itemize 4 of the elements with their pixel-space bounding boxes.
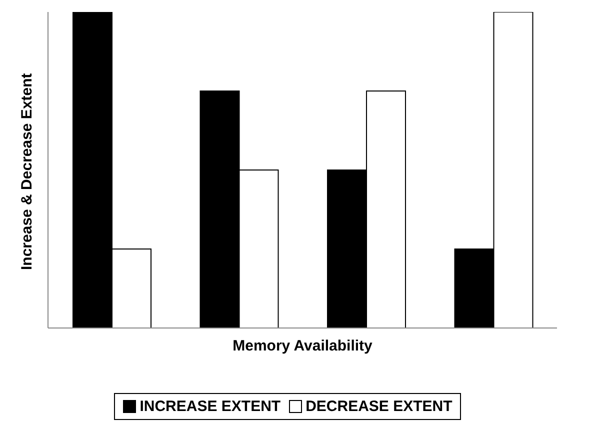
legend-label: DECREASE EXTENT [304,398,452,415]
y-axis-title: Increase & Decrease Extent [18,73,36,270]
x-axis-title: Memory Availability [232,338,374,355]
legend-label: INCREASE EXTENT [138,398,281,415]
